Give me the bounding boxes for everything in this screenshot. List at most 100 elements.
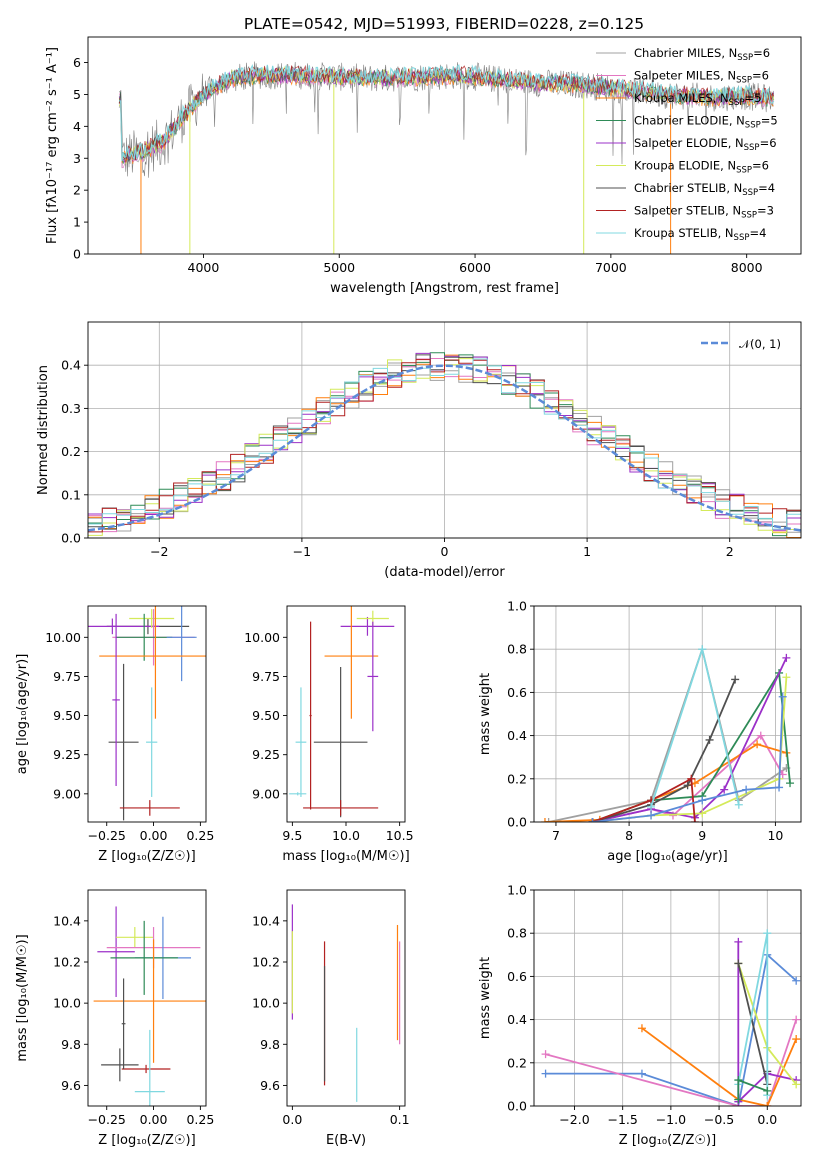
weight-point-marker: [544, 818, 553, 822]
weight-point-marker: [756, 731, 765, 740]
weight-point-marker: [753, 740, 762, 749]
weight-series-line: [592, 777, 696, 822]
y-tick-label: 0.2: [507, 771, 527, 786]
y-tick-label: 10.0: [252, 996, 280, 1011]
legend-entry: Salpeter ELODIE, NSSP=6: [634, 136, 777, 153]
weight-point-marker: [647, 811, 656, 820]
residual-histograms-plot-area: [88, 352, 801, 538]
weight-series-line: [592, 696, 784, 822]
y-tick-label: 10.00: [244, 630, 280, 645]
y-tick-label: 0.3: [61, 401, 81, 416]
weight-point-marker: [647, 802, 656, 811]
weight-series-line: [641, 1027, 798, 1106]
y-tick-label: 0.8: [507, 926, 527, 941]
mass-weight-vs-Z-plot-area: [541, 929, 801, 1106]
weight-point-marker: [705, 735, 714, 744]
weight-point-marker: [540, 818, 549, 822]
y-tick-label: 0.1: [61, 487, 81, 502]
y-tick-label: 0.8: [507, 642, 527, 657]
x-tick-label: 10.0: [332, 828, 360, 843]
mass-weight-vs-age-grid: [534, 605, 801, 823]
x-axis-label: wavelength [Angstrom, rest frame]: [330, 281, 559, 296]
legend-entry: Chabrier STELIB, NSSP=4: [634, 181, 775, 198]
legend-entry: Kroupa STELIB, NSSP=4: [634, 226, 766, 243]
y-tick-label: 9.00: [252, 786, 280, 801]
mass-weight-vs-Z-axes: −2.0 −1.5 −1.0 −0.5 0.0 0.0 0.2 0.4 0.6 0.8 1.0 Z […: [478, 883, 802, 1148]
y-tick-label: 10.4: [53, 913, 81, 928]
mass-weight-vs-age-plot-area: [540, 645, 795, 822]
residual-histograms-axes: −2 −1 0 1 2 0.0 0.1 0.2 0.3 0.4 (data-model)/error…: [36, 321, 802, 580]
residual-histograms-frame: [87, 321, 802, 539]
y-tick-label: 5: [73, 87, 81, 102]
x-axis-label: Z [log₁₀(Z/Z☉)]: [98, 1133, 195, 1148]
y-tick-label: 9.50: [53, 708, 81, 723]
y-axis-label: mass weight: [478, 957, 493, 1039]
y-tick-label: 1.0: [507, 883, 527, 898]
histogram-step-line: [88, 358, 801, 530]
mass-vs-Z-plot-area: [93, 906, 206, 1106]
weight-point-marker: [687, 774, 696, 783]
y-tick-label: 3: [73, 151, 81, 166]
mass-weight-vs-age-axes: 7 8 9 10 0.0 0.2 0.4 0.6 0.8 1.0 age [log₁₀(age/yr…: [478, 599, 802, 864]
x-tick-label: −1: [293, 544, 311, 559]
y-tick-label: 10.2: [252, 955, 280, 970]
x-tick-label: 0.00: [140, 1112, 168, 1127]
y-tick-label: 10.4: [252, 913, 280, 928]
x-tick-label: 7000: [595, 260, 627, 275]
weight-point-marker: [778, 692, 787, 701]
y-tick-label: 0.6: [507, 969, 527, 984]
y-tick-label: 9.00: [53, 786, 81, 801]
legend-entry: Chabrier ELODIE, NSSP=5: [634, 114, 778, 131]
legend-entry: 𝒩(0, 1): [739, 337, 781, 351]
x-axis-label: (data-model)/error: [384, 565, 505, 580]
weight-point-marker: [782, 673, 791, 682]
x-tick-label: 4000: [188, 260, 220, 275]
y-tick-label: 0.0: [61, 531, 81, 546]
y-tick-label: 0.4: [61, 358, 81, 373]
figure-title: PLATE=0542, MJD=51993, FIBERID=0228, z=0…: [244, 15, 644, 33]
age-vs-mass-frame: [286, 605, 406, 823]
weight-point-marker: [690, 818, 699, 822]
y-tick-label: 0.6: [507, 685, 527, 700]
x-axis-label: E(B-V): [326, 1133, 366, 1148]
y-axis-label: mass [log₁₀(M/M☉)]: [15, 934, 30, 1061]
weight-point-marker: [792, 1035, 801, 1044]
x-axis-label: mass [log₁₀(M/M☉)]: [282, 849, 409, 864]
y-tick-label: 10.00: [45, 630, 81, 645]
y-tick-label: 2: [73, 183, 81, 198]
x-tick-label: 7: [552, 828, 560, 843]
weight-point-marker: [698, 809, 707, 818]
weight-point-marker: [731, 675, 740, 684]
histogram-step-line: [88, 352, 801, 531]
weight-point-marker: [763, 1086, 772, 1095]
y-tick-label: 9.6: [61, 1078, 81, 1093]
weight-point-marker: [792, 1080, 801, 1089]
weight-series-line: [737, 941, 797, 1104]
y-tick-label: 0.0: [507, 815, 527, 830]
weight-point-marker: [541, 1050, 550, 1059]
weight-point-marker: [637, 1069, 646, 1078]
x-tick-label: 5000: [323, 260, 355, 275]
weight-point-marker: [720, 785, 729, 794]
mass-vs-Z-frame: [87, 889, 207, 1107]
y-tick-label: 9.50: [252, 708, 280, 723]
x-tick-label: −2: [150, 544, 168, 559]
mass-weight-vs-age-frame: [533, 605, 802, 823]
mass-weight-vs-Z-frame: [533, 889, 802, 1107]
weight-point-marker: [541, 1069, 550, 1078]
x-tick-label: 8000: [731, 260, 763, 275]
x-tick-label: 0.25: [186, 828, 214, 843]
age-vs-mass-axes: 9.5 10.0 10.5 9.00 9.25 9.50 9.75 10.00 mass [lo…: [244, 605, 414, 864]
x-tick-label: 0: [441, 544, 449, 559]
y-tick-label: 0.4: [507, 728, 527, 743]
x-tick-label: −0.25: [88, 1112, 126, 1127]
x-tick-label: 0.00: [140, 828, 168, 843]
age-vs-mass-plot-area: [289, 606, 395, 818]
y-tick-label: 6: [73, 55, 81, 70]
y-tick-label: 9.8: [61, 1037, 81, 1052]
spectrum-axes: 4000 5000 6000 7000 8000 0 1 2 3 4 5 6 wavelength [A…: [45, 36, 802, 296]
age-vs-Z-axes: −0.25 0.00 0.25 9.00 9.25 9.50 9.75 10.00 Z [log…: [15, 605, 214, 864]
weight-point-marker: [734, 959, 743, 968]
x-tick-label: −0.25: [88, 828, 126, 843]
weight-point-marker: [763, 929, 772, 938]
